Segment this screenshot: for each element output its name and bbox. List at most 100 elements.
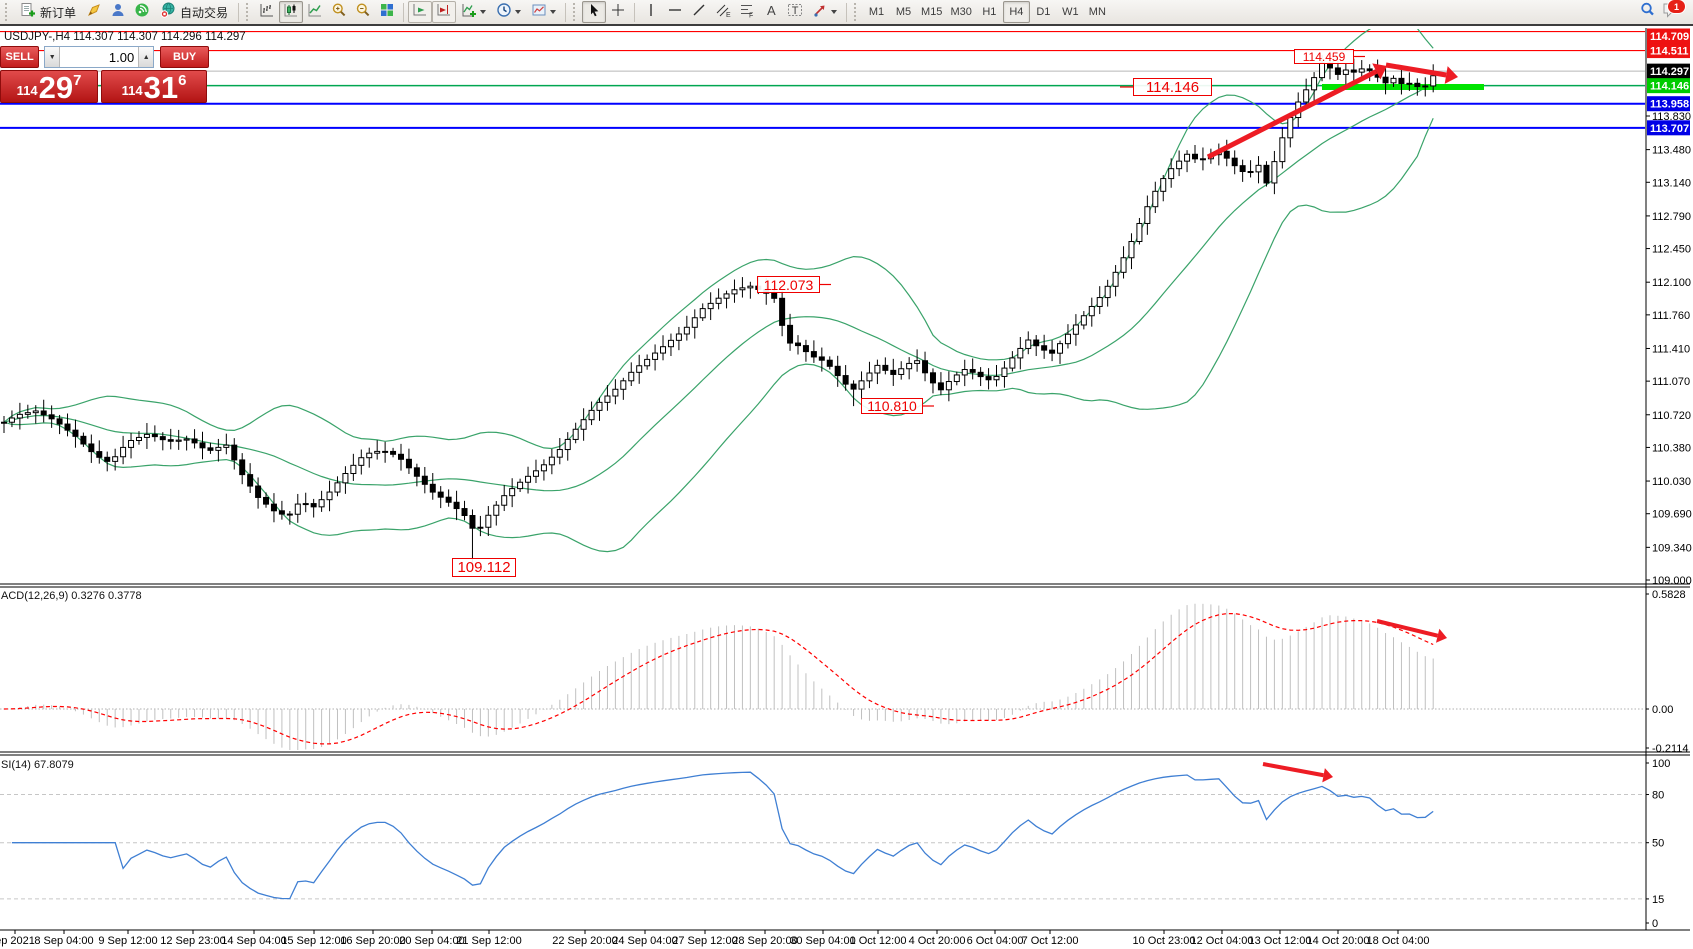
- sell-button[interactable]: SELL: [0, 46, 40, 68]
- timeframe-m5-button[interactable]: M5: [895, 6, 912, 18]
- styler-button[interactable]: [82, 1, 106, 23]
- consolidation-arrow[interactable]: [1385, 62, 1458, 84]
- timeframe-m1-button[interactable]: M1: [868, 6, 885, 18]
- candle-body: [72, 429, 79, 437]
- vertical-line-button[interactable]: [639, 1, 663, 23]
- sell-price-big: 29: [38, 69, 74, 105]
- candle-body: [128, 439, 135, 448]
- timeframe-m15-button[interactable]: M15: [921, 6, 943, 18]
- notifications-button[interactable]: 1: [1659, 0, 1686, 23]
- text-icon: A: [763, 2, 779, 23]
- sell-price-prefix: 114: [16, 83, 38, 98]
- signals-button[interactable]: [130, 1, 154, 23]
- chart-shift-icon: [436, 2, 452, 23]
- candle-body: [596, 401, 603, 411]
- date-axis-label: 9 Sep 12:00: [98, 935, 157, 947]
- price-axis-label: 109.690: [1652, 509, 1692, 521]
- trend-up-arrow[interactable]: [1206, 63, 1387, 160]
- price-badge: [1647, 78, 1690, 94]
- price-annotation-label[interactable]: 114.146: [1133, 78, 1212, 96]
- arrow-shapes-icon: [812, 2, 828, 23]
- candle-body: [334, 482, 341, 493]
- timeframe-h4-button[interactable]: H4: [1002, 1, 1030, 23]
- candle-body: [795, 342, 801, 347]
- volume-input[interactable]: [60, 47, 139, 67]
- candle-body: [1176, 160, 1183, 170]
- candle-body: [342, 473, 349, 484]
- candle-body: [890, 369, 897, 375]
- candle-body: [1025, 339, 1032, 349]
- bar-chart-icon: [259, 2, 275, 23]
- person-chart-icon: [110, 2, 126, 23]
- candle-body: [167, 439, 174, 442]
- toolbar-grip[interactable]: [854, 3, 860, 21]
- candle-body: [993, 375, 1000, 381]
- line-chart-button[interactable]: [303, 1, 327, 23]
- indicators-button[interactable]: [456, 1, 491, 23]
- candle-body: [350, 464, 357, 475]
- rsi-arrow[interactable]: [1262, 762, 1333, 783]
- candlestick-chart-button[interactable]: [279, 1, 304, 23]
- chart-shift-button[interactable]: [432, 1, 457, 23]
- zoom-in-button[interactable]: [327, 1, 351, 23]
- candle-body: [604, 395, 611, 403]
- support-zone-highlight[interactable]: [1322, 84, 1484, 90]
- arrows-button[interactable]: [807, 1, 842, 23]
- candle-body: [358, 457, 365, 466]
- templates-button[interactable]: [526, 1, 561, 23]
- bar-chart-button[interactable]: [255, 1, 279, 23]
- channel-button[interactable]: E: [711, 1, 735, 23]
- text-button[interactable]: A: [759, 1, 783, 23]
- candle-body: [143, 433, 150, 438]
- main-toolbar: 新订单 自动交易 E F A T: [0, 0, 1693, 26]
- notification-badge: 1: [1667, 0, 1686, 14]
- zoom-out-button[interactable]: [351, 1, 375, 23]
- candle-body: [1168, 168, 1175, 180]
- date-axis-label: 12 Sep 23:00: [160, 935, 225, 947]
- candle-body: [1366, 68, 1373, 71]
- timeframe-h1-button[interactable]: H1: [982, 6, 997, 18]
- cursor-button[interactable]: [582, 1, 607, 23]
- auto-trading-button[interactable]: 自动交易: [154, 1, 234, 23]
- crosshair-button[interactable]: [606, 1, 630, 23]
- timeframe-w1-button[interactable]: W1: [1062, 6, 1079, 18]
- timeframe-m30-button[interactable]: M30: [950, 6, 972, 18]
- auto-scroll-button[interactable]: [408, 1, 433, 23]
- candle-body: [1223, 150, 1230, 159]
- toolbar-grip[interactable]: [246, 3, 252, 21]
- horizontal-line-button[interactable]: [663, 1, 687, 23]
- price-annotation-label[interactable]: 110.810: [861, 398, 923, 414]
- price-annotation-label[interactable]: 109.112: [452, 558, 516, 577]
- volume-decrease-button[interactable]: ▼: [45, 47, 61, 67]
- timeframe-d1-button[interactable]: D1: [1036, 6, 1051, 18]
- candle-body: [1247, 171, 1254, 174]
- candle-body: [374, 450, 381, 454]
- new-order-button[interactable]: 新订单: [14, 1, 82, 23]
- candle-body: [1358, 68, 1365, 73]
- candle-body: [1199, 158, 1206, 161]
- price-annotation-label[interactable]: 114.459: [1294, 49, 1354, 64]
- candle-body: [390, 450, 397, 455]
- volume-increase-button[interactable]: ▲: [138, 47, 154, 67]
- sell-price-display[interactable]: 114 29 7: [0, 70, 98, 103]
- candle-body: [1064, 333, 1071, 345]
- fibonacci-button[interactable]: F: [735, 1, 759, 23]
- new-order-label: 新订单: [40, 5, 77, 20]
- search-button[interactable]: [1635, 1, 1659, 23]
- tile-windows-button[interactable]: [375, 1, 399, 23]
- price-annotation-label[interactable]: 112.073: [757, 276, 820, 293]
- buy-price-display[interactable]: 114 31 6: [101, 70, 207, 103]
- timeframe-mn-button[interactable]: MN: [1088, 6, 1106, 18]
- price-badge: [1647, 120, 1690, 136]
- candle-body: [151, 433, 158, 438]
- rsi-axis-label: 0: [1652, 918, 1658, 930]
- macd-arrow[interactable]: [1376, 619, 1447, 643]
- trendline-button[interactable]: [687, 1, 711, 23]
- buy-button[interactable]: BUY: [160, 46, 209, 68]
- periods-button[interactable]: [491, 1, 526, 23]
- market-button[interactable]: [106, 1, 130, 23]
- toolbar-grip[interactable]: [5, 3, 11, 21]
- text-label-button[interactable]: T: [783, 1, 807, 23]
- toolbar-grip[interactable]: [573, 3, 579, 21]
